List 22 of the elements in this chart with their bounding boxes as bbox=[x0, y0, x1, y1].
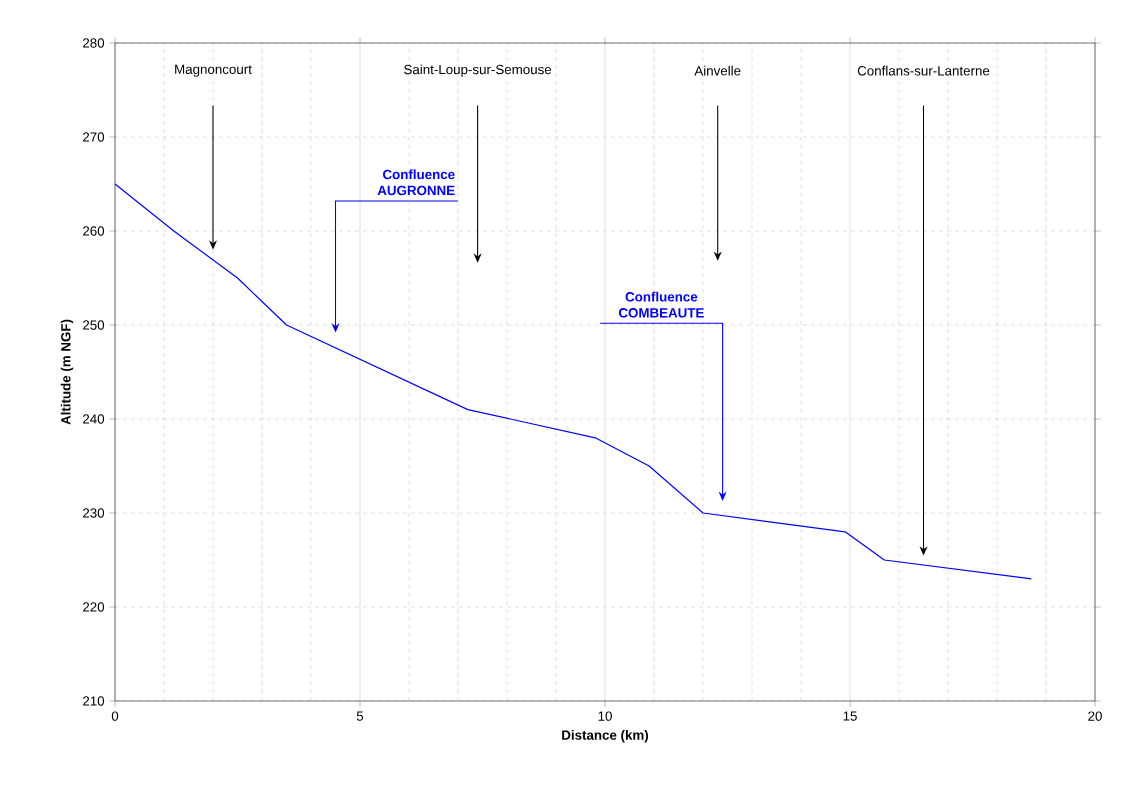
x-tick-label: 15 bbox=[843, 711, 857, 721]
y-axis-title: Altitude (m NGF) bbox=[60, 319, 74, 425]
x-tick-label: 0 bbox=[111, 711, 119, 721]
x-axis-title: Distance (km) bbox=[562, 730, 649, 743]
annotation: Confluence AUGRONNE bbox=[377, 169, 455, 196]
annotation: Magnoncourt bbox=[175, 64, 252, 77]
line-series bbox=[114, 183, 1032, 580]
y-tick-label: 270 bbox=[83, 132, 105, 142]
y-tick-label: 230 bbox=[83, 508, 105, 518]
annotation: Conflans-sur-Lanterne bbox=[857, 65, 990, 76]
y-tick-label: 240 bbox=[83, 414, 105, 424]
x-tick-label: 20 bbox=[1088, 711, 1102, 721]
x-tick-label: 10 bbox=[598, 711, 612, 721]
x-tick-label: 5 bbox=[356, 711, 364, 721]
y-tick-label: 250 bbox=[83, 320, 105, 330]
y-tick-label: 220 bbox=[83, 602, 105, 612]
annotation: Confluence COMBEAUTE bbox=[618, 291, 704, 318]
y-tick-label: 260 bbox=[83, 226, 105, 236]
y-tick-label: 280 bbox=[83, 38, 105, 48]
annotation: Saint-Loup-sur-Semouse bbox=[404, 64, 552, 77]
y-tick-label: 210 bbox=[83, 696, 105, 706]
annotation: Ainvelle bbox=[694, 65, 741, 76]
